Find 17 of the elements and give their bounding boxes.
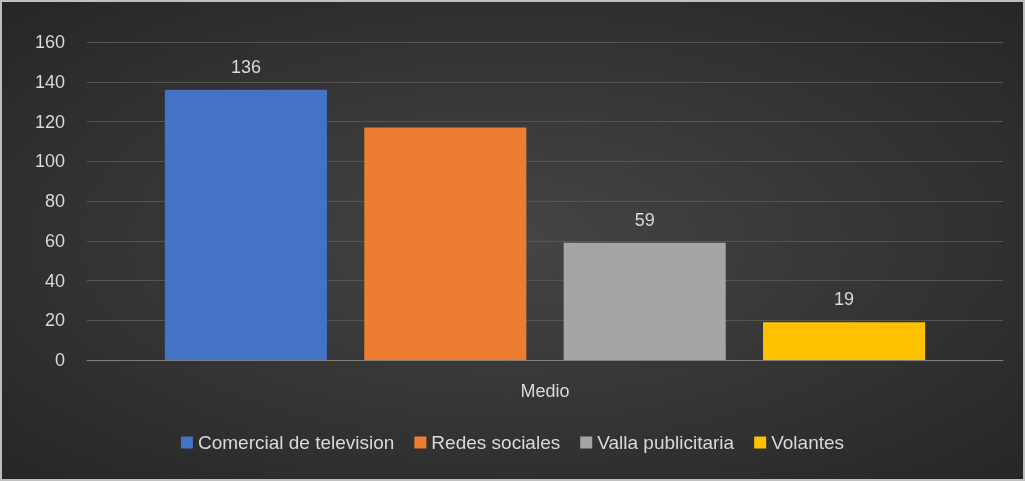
data-label: 19: [834, 289, 855, 310]
y-tick-label: 140: [34, 71, 65, 92]
data-label: 59: [634, 209, 655, 230]
data-label: 136: [230, 56, 261, 77]
y-tick-label: 120: [34, 111, 65, 132]
y-tick-label: 100: [34, 151, 65, 172]
legend-label: Volantes: [771, 432, 845, 453]
x-tick-label: Medio: [520, 381, 570, 401]
y-tick-label: 160: [34, 32, 65, 52]
y-tick-label: 80: [44, 191, 65, 211]
y-tick-label: 0: [54, 350, 65, 370]
y-tick-label: 60: [44, 230, 65, 251]
y-tick-label: 40: [44, 270, 65, 291]
y-tick-label: 20: [44, 310, 65, 331]
legend-label: Redes sociales: [431, 432, 561, 453]
legend-label: Comercial de television: [197, 432, 395, 453]
legend-label: Valla publicitaria: [597, 432, 735, 453]
